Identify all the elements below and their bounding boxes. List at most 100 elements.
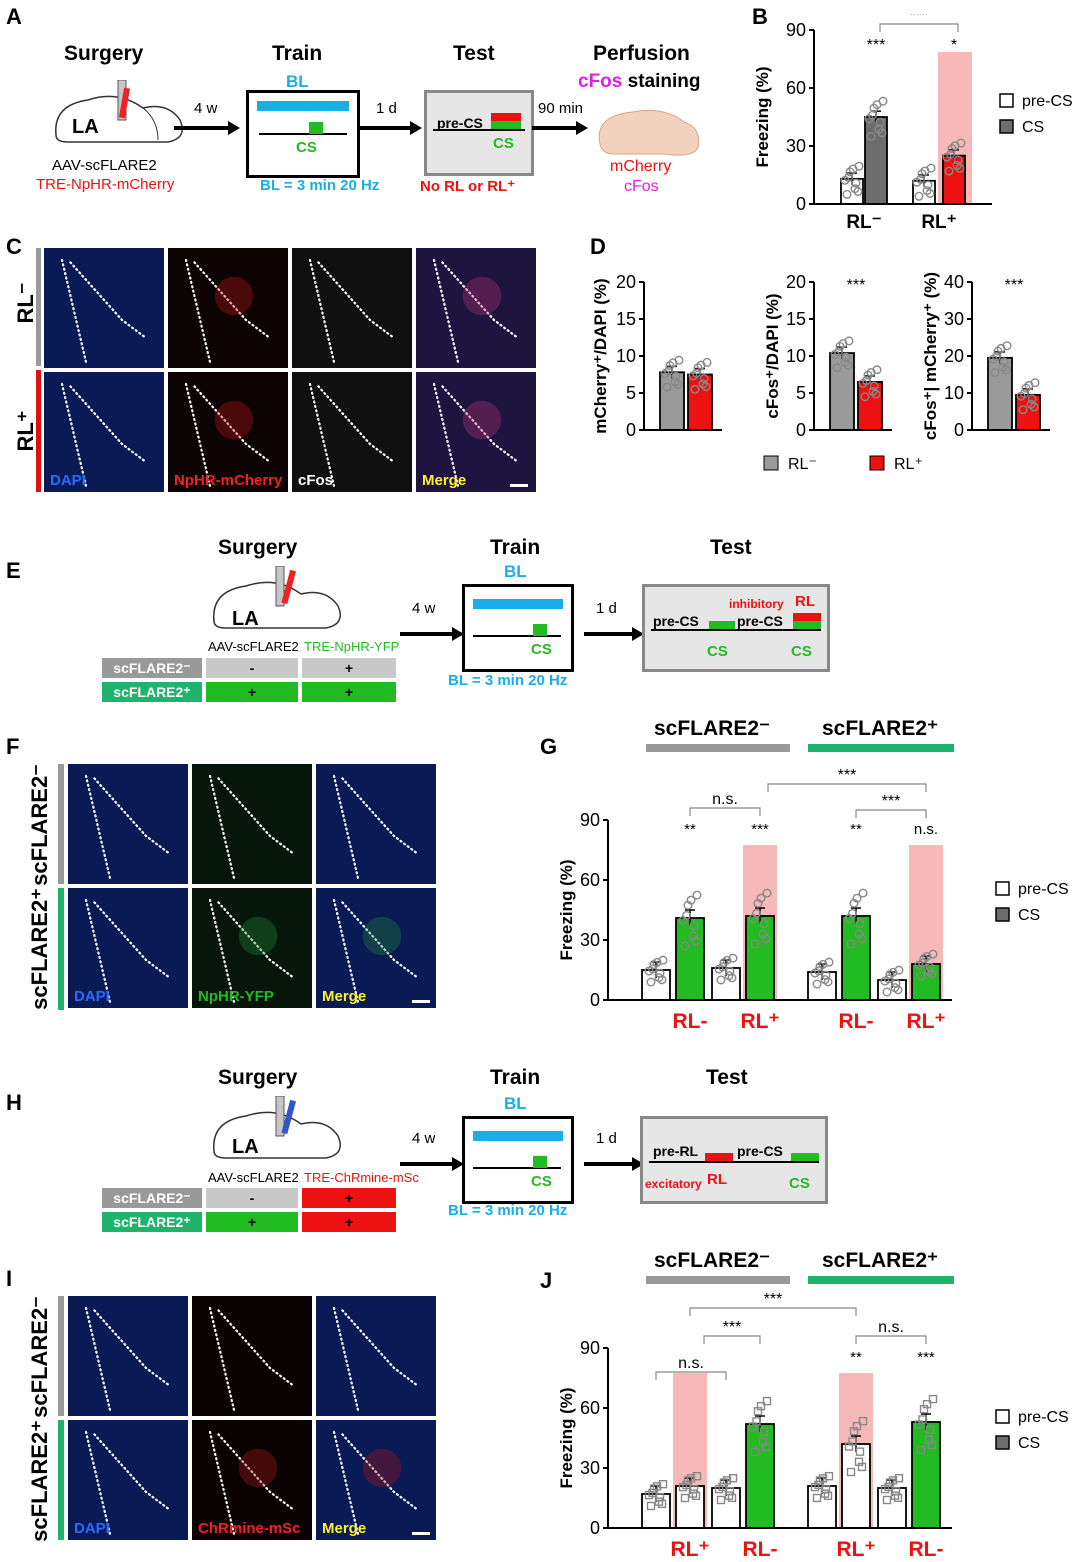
significance-label: *** [751, 821, 769, 838]
y-tick-label: 30 [580, 1458, 600, 1478]
y-tick-label: 90 [580, 810, 600, 830]
y-tick-label: 5 [796, 383, 806, 403]
micrograph: Merge [316, 1420, 436, 1540]
data-point [680, 1493, 690, 1503]
micrograph-c: NpHR-mCherry [168, 372, 288, 492]
data-point [646, 1501, 656, 1511]
test-box-e: pre-CS pre-CS CS CS inhibitory RL [642, 584, 830, 672]
micrograph [192, 1296, 312, 1416]
rl-label-h: RL [707, 1171, 727, 1188]
data-point [716, 975, 726, 985]
legend-label: RL⁻ [788, 456, 817, 473]
data-point [814, 1480, 823, 1490]
data-point [824, 1471, 834, 1481]
train-title-h: Train [490, 1066, 541, 1089]
data-point [670, 377, 680, 387]
dotted-outline [184, 258, 272, 364]
virus-line-e2: TRE-NpHR-YFP [304, 639, 400, 654]
y-axis-label: cFos⁺| mCherry⁺ (%) [921, 272, 940, 440]
la-label-e: LA [232, 608, 259, 630]
dotted-outline [60, 382, 148, 488]
data-point [654, 1497, 664, 1506]
bl-label-h: BL [504, 1094, 527, 1113]
x-label: RL⁺ [740, 1010, 779, 1033]
data-point [750, 939, 760, 949]
surgery-title-h: Surgery [218, 1066, 298, 1089]
y-axis-label: Freezing (%) [557, 859, 576, 960]
data-point [846, 1467, 856, 1477]
data-point [918, 1415, 927, 1424]
significance-bracket [855, 809, 927, 818]
test-cs-e2: CS [791, 643, 812, 660]
significance-label: *** [838, 767, 857, 784]
data-point [832, 363, 842, 373]
data-point [894, 1473, 904, 1483]
micrograph-c [44, 248, 164, 368]
la-boundary [208, 774, 296, 880]
y-tick-label: 0 [796, 194, 806, 214]
test-cs: CS [493, 135, 514, 152]
data-point [759, 1427, 769, 1436]
x-label: RL- [743, 1538, 778, 1560]
bl-label: BL [286, 72, 309, 91]
cell-minus: - [206, 658, 298, 678]
data-point [833, 347, 843, 357]
data-point [952, 161, 962, 171]
y-tick-label: 0 [626, 420, 636, 440]
test-precs-e2: pre-CS [737, 613, 783, 629]
train-cs-h: CS [531, 1173, 552, 1190]
la-boundary [184, 382, 272, 488]
data-point [945, 149, 955, 159]
cell-plus: + [206, 1212, 298, 1232]
data-point [884, 974, 894, 984]
dotted-outline [60, 258, 148, 364]
micrograph-c [168, 248, 288, 368]
virus-line-1: AAV-scFLARE2 [52, 157, 157, 174]
significance-bracket [767, 783, 927, 792]
legend-label: CS [1022, 119, 1044, 136]
significance-label: n.s. [914, 821, 938, 838]
data-point [917, 169, 927, 179]
panel-label-a: A [6, 4, 22, 29]
data-point [894, 965, 904, 975]
data-point [998, 362, 1008, 372]
micrograph: NpHR-YFP [192, 888, 312, 1008]
data-point [752, 1417, 761, 1426]
data-point [718, 1482, 727, 1492]
significance-label: *** [1005, 277, 1024, 294]
micrograph [68, 764, 188, 884]
row-neg-h: scFLARE2⁻ [102, 1188, 202, 1208]
significance-label: ** [850, 1349, 862, 1366]
row-label-f1: scFLARE2⁻ [27, 764, 52, 886]
y-tick-label: 30 [944, 309, 964, 329]
train-box-h: CS [462, 1116, 574, 1204]
data-point [844, 336, 854, 346]
data-point [762, 888, 772, 898]
hdr-neg-g: scFLARE2⁻ [654, 717, 771, 740]
x-label: RL⁺ [670, 1538, 709, 1560]
data-point [658, 1479, 668, 1489]
data-point [652, 957, 662, 967]
y-axis-label: cFos⁺/DAPI (%) [763, 293, 782, 418]
data-point [947, 144, 957, 154]
data-point [850, 184, 860, 194]
cell-plus: + [302, 1212, 396, 1232]
data-point [1026, 399, 1036, 409]
train-title-e: Train [490, 536, 541, 559]
data-point [874, 124, 884, 134]
dotted-outline [208, 898, 296, 1004]
bl-equation-e: BL = 3 min 20 Hz [448, 672, 568, 689]
perfusion-title: Perfusion [593, 42, 690, 65]
significance-label: n.s. [678, 1355, 704, 1372]
mcherry-label: mCherry [610, 158, 672, 175]
data-point [674, 355, 684, 365]
legend-swatch-cs [995, 1435, 1010, 1450]
data-point [728, 953, 738, 963]
brain-injection-icon [213, 1096, 341, 1159]
la-boundary [308, 258, 396, 364]
rl-label-e: RL [795, 593, 815, 610]
data-point [692, 1471, 702, 1481]
data-point [916, 1445, 926, 1455]
surgery-title: Surgery [64, 42, 144, 65]
